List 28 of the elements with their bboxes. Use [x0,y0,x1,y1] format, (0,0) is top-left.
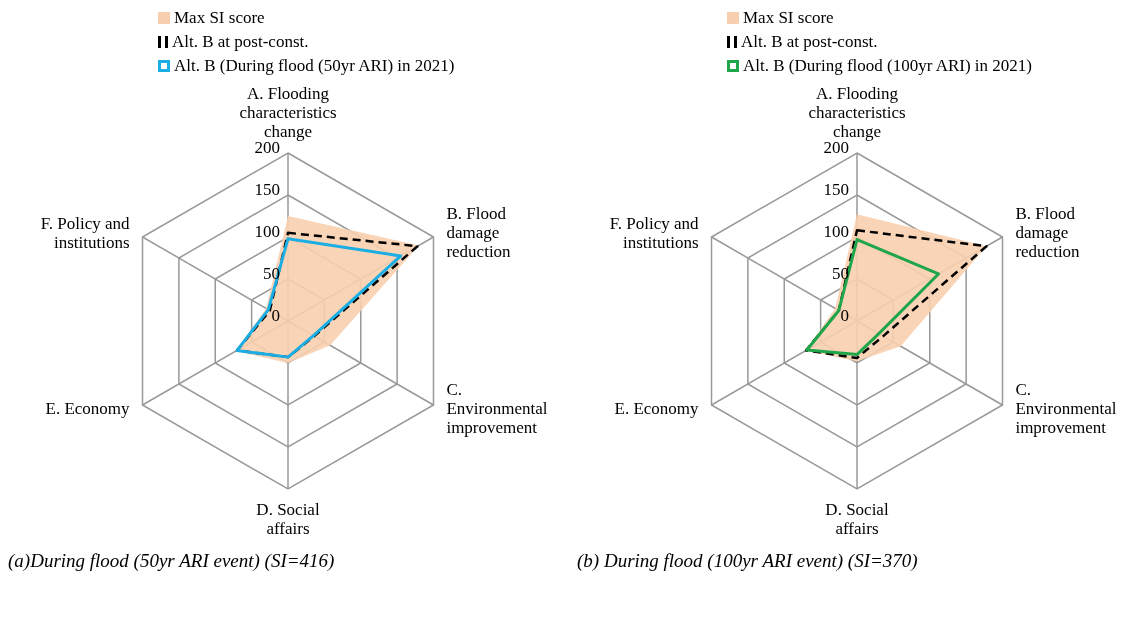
text: (a)During flood (50yr ARI event) (SI=416) [8,550,336,572]
spoke-label: F. Policy and institutions [40,213,131,252]
legend-label: Alt. B (During flood (50yr ARI) in 2021) [174,56,455,76]
y-tick-label: 0 [271,306,280,325]
spoke-label: B. Flood damage reduction [1015,204,1081,261]
y-tick-label: 200 [823,138,849,157]
spoke-label: D. Social affairs [256,500,320,538]
spoke-label: C. Environmental improvement [1015,380,1117,437]
spoke-label: D. Social affairs [825,500,889,538]
y-tick-label: 0 [840,306,849,325]
spoke-label: B. Flood damage reduction [446,204,512,261]
spoke-label: A. Flooding characteristics change [808,84,906,141]
spoke-label: C. Environmental improvement [446,380,548,437]
spoke-label: E. Economy [45,399,131,418]
y-tick-label: 100 [823,222,849,241]
legend-label: Max SI score [174,8,265,28]
legend-label: Alt. B at post-const. [741,32,878,52]
text: (b) During flood (100yr ARI event) (SI=370) [577,550,919,572]
y-tick-label: 100 [254,222,280,241]
y-tick-label: 150 [254,180,280,199]
spoke-label: A. Flooding characteristics change [239,84,337,141]
y-tick-label: 150 [823,180,849,199]
legend-label: Max SI score [743,8,834,28]
legend-label: Alt. B at post-const. [172,32,309,52]
spoke-label: E. Economy [614,399,700,418]
legend-label: Alt. B (During flood (100yr ARI) in 2021) [743,56,1032,76]
spoke-label: F. Policy and institutions [609,213,700,252]
y-tick-label: 200 [254,138,280,157]
